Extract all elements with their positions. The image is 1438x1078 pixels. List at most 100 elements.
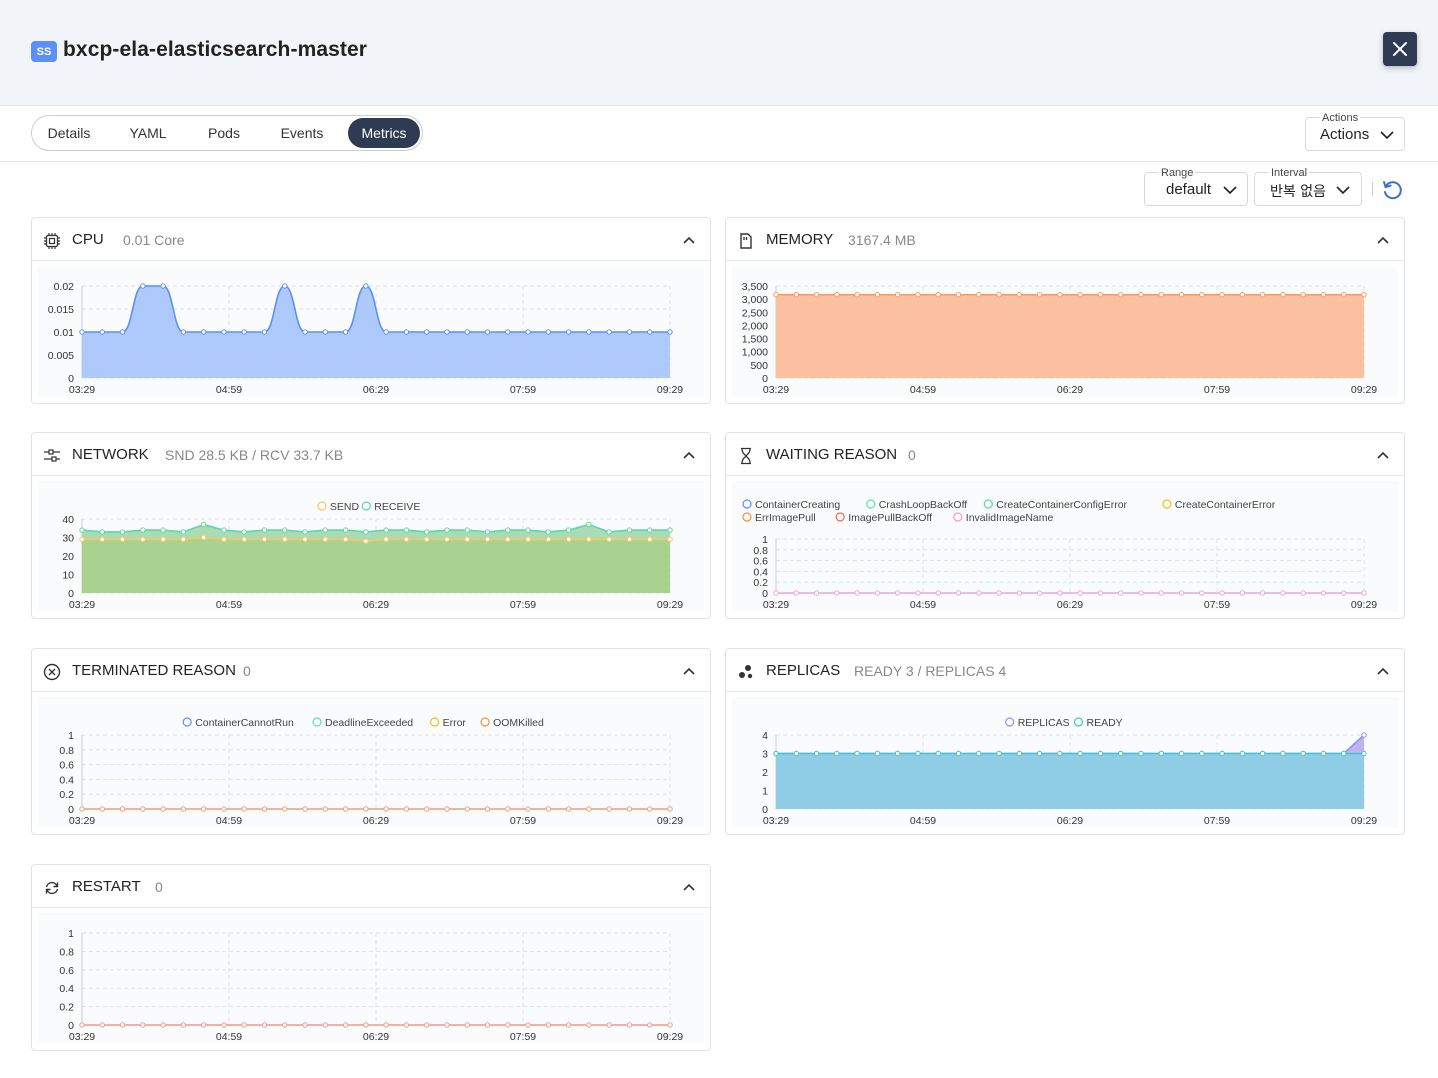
data-point [1098, 293, 1102, 297]
data-point [485, 537, 489, 541]
data-point [485, 807, 489, 811]
tab-pods[interactable]: Pods [192, 118, 256, 148]
tab-metrics[interactable]: Metrics [348, 118, 420, 148]
data-point [384, 537, 388, 541]
data-point [506, 537, 510, 541]
data-point [526, 807, 530, 811]
data-point [1098, 591, 1102, 595]
data-point [1017, 751, 1021, 755]
legend-marker [1006, 718, 1014, 726]
panel-title: REPLICAS [766, 662, 840, 679]
legend-label: ImagePullBackOff [848, 512, 932, 524]
data-point [668, 537, 672, 541]
tab-group: Details YAML Pods Events Metrics [31, 115, 423, 151]
panel-title: WAITING REASON [766, 446, 897, 463]
chevron-up-icon[interactable] [682, 233, 696, 247]
data-point [835, 751, 839, 755]
legend-label: CreateContainerConfigError [996, 499, 1127, 511]
data-point [141, 1023, 145, 1027]
data-point [566, 807, 570, 811]
chevron-up-icon[interactable] [1376, 664, 1390, 678]
cpu-chart: 0 0.005 0.01 0.015 0.02 03:29 04:59 06:29 07:59 0… [38, 266, 704, 397]
chevron-up-icon[interactable] [1376, 448, 1390, 462]
data-point [1321, 293, 1325, 297]
data-point [201, 522, 205, 526]
close-button[interactable] [1383, 32, 1417, 66]
x-tick-label: 09:29 [1351, 815, 1377, 827]
data-point [648, 807, 652, 811]
data-point [916, 751, 920, 755]
data-point [1200, 293, 1204, 297]
data-point [1078, 751, 1082, 755]
data-point [1260, 591, 1264, 595]
data-point [855, 591, 859, 595]
interval-dropdown[interactable]: Interval 반복 없음 [1254, 172, 1362, 206]
cpu-panel: CPU 0.01 Core 0 0.005 0.01 0.015 0.02 03:29 04… [31, 217, 711, 404]
data-point [977, 591, 981, 595]
data-point [323, 1023, 327, 1027]
data-point [794, 293, 798, 297]
data-point [916, 293, 920, 297]
data-point [242, 807, 246, 811]
actions-dropdown[interactable]: Actions Actions [1305, 117, 1405, 151]
data-point [222, 807, 226, 811]
data-point [648, 330, 652, 334]
data-point [1240, 293, 1244, 297]
y-tick-label: 0.015 [48, 304, 74, 316]
restart-panel-header: RESTART 0 [32, 865, 710, 908]
data-point [424, 537, 428, 541]
data-point [364, 530, 368, 534]
data-point [283, 528, 287, 532]
chevron-up-icon[interactable] [682, 880, 696, 894]
network-panel: NETWORK SND 28.5 KB / RCV 33.7 KB SEND RE… [31, 432, 711, 619]
data-point [201, 535, 205, 539]
data-point [384, 807, 388, 811]
data-point [607, 537, 611, 541]
data-point [1342, 591, 1346, 595]
data-point [855, 751, 859, 755]
range-dropdown-label: Range [1159, 167, 1195, 179]
x-tick-label: 09:29 [657, 384, 683, 396]
chevron-up-icon[interactable] [1376, 233, 1390, 247]
data-point [1240, 591, 1244, 595]
data-point [794, 751, 798, 755]
tab-bar: Details YAML Pods Events Metrics Actions… [0, 106, 1438, 162]
data-point [161, 537, 165, 541]
data-point [80, 528, 84, 532]
y-tick-label: 0.8 [59, 745, 74, 757]
data-point [977, 751, 981, 755]
y-tick-label: 2,500 [742, 307, 768, 319]
data-point [1179, 591, 1183, 595]
data-point [1037, 591, 1041, 595]
legend-label: ContainerCannotRun [195, 717, 294, 729]
data-point [668, 807, 672, 811]
data-point [814, 591, 818, 595]
data-point [222, 330, 226, 334]
tab-events[interactable]: Events [256, 118, 348, 148]
data-point [1200, 751, 1204, 755]
data-point [1260, 293, 1264, 297]
data-point [303, 330, 307, 334]
tab-yaml[interactable]: YAML [104, 118, 192, 148]
data-point [242, 537, 246, 541]
legend-label: REPLICAS [1018, 717, 1070, 729]
data-point [100, 530, 104, 534]
range-dropdown[interactable]: Range default [1144, 172, 1248, 206]
controls-divider [1372, 182, 1373, 196]
data-point [936, 293, 940, 297]
data-point [120, 1023, 124, 1027]
chevron-up-icon[interactable] [682, 664, 696, 678]
y-tick-label: 0.02 [54, 281, 75, 293]
data-point [80, 1023, 84, 1027]
chevron-up-icon[interactable] [682, 448, 696, 462]
data-point [1139, 591, 1143, 595]
data-point [445, 330, 449, 334]
series-area [776, 754, 1364, 810]
refresh-icon[interactable] [1381, 179, 1403, 201]
tab-details[interactable]: Details [34, 118, 104, 148]
x-tick-label: 03:29 [69, 384, 95, 396]
y-tick-label: 0.6 [753, 556, 768, 568]
data-point [997, 751, 1001, 755]
data-point [161, 1023, 165, 1027]
modal-header: SS bxcp-ela-elasticsearch-master [0, 0, 1438, 106]
